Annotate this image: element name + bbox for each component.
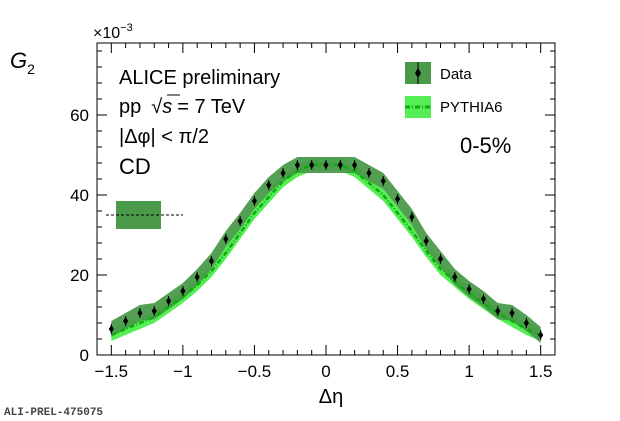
data-point xyxy=(323,161,329,169)
data-point xyxy=(309,161,315,169)
legend-entry-data: Data xyxy=(405,62,472,84)
y-axis-ticks: 0 20 40 60 xyxy=(70,50,555,365)
y-axis-multiplier: ×10−3 xyxy=(93,22,133,42)
legend-pythia-label: PYTHIA6 xyxy=(440,99,503,116)
data-point xyxy=(452,273,458,281)
data-point xyxy=(509,309,515,317)
preliminary-figure-tag: ALI-PREL-475075 xyxy=(4,407,103,419)
series-lines xyxy=(110,162,542,337)
x-tick-label: 1.5 xyxy=(529,362,553,381)
data-point xyxy=(495,307,501,315)
data-point xyxy=(180,287,186,295)
data-point xyxy=(194,273,200,281)
y-tick-label: 20 xyxy=(70,266,89,285)
y-tick-label: 0 xyxy=(80,346,89,365)
data-point xyxy=(251,197,258,205)
x-axis-ticks: −1.5 −1 −0.5 0 0.5 1 1.5 xyxy=(95,43,556,381)
band-pythia6 xyxy=(111,157,541,341)
x-tick-label: 0 xyxy=(321,362,330,381)
data-point xyxy=(137,309,143,317)
annotation-centrality: 0-5% xyxy=(460,133,511,158)
legend: Data PYTHIA6 xyxy=(405,62,503,118)
data-point xyxy=(437,255,444,263)
annotation-delta-phi: |Δφ| < π/2 xyxy=(119,126,209,148)
data-point xyxy=(352,161,358,169)
data-point xyxy=(151,307,157,315)
legend-entry-pythia: PYTHIA6 xyxy=(405,96,503,118)
systematic-uncertainty-box xyxy=(106,201,183,229)
data-point xyxy=(165,297,172,305)
data-point xyxy=(466,285,472,293)
x-tick-label: 1 xyxy=(464,362,473,381)
annotation-alice-preliminary: ALICE preliminary xyxy=(119,67,280,89)
legend-data-marker xyxy=(415,68,421,78)
data-point xyxy=(208,257,215,265)
annotation-energy: pp √s = 7 TeV xyxy=(119,96,246,118)
line-pythia6 xyxy=(110,162,542,337)
band-data xyxy=(111,157,541,343)
y-tick-label: 40 xyxy=(70,186,89,205)
x-tick-label: −1.5 xyxy=(95,362,129,381)
data-point xyxy=(223,235,229,243)
data-point xyxy=(294,161,300,169)
data-point xyxy=(538,331,544,339)
data-point xyxy=(280,169,286,177)
annotation-cd: CD xyxy=(119,154,151,179)
data-point xyxy=(266,181,272,189)
data-point xyxy=(237,217,243,225)
data-point xyxy=(380,177,386,185)
x-tick-label: −1 xyxy=(173,362,192,381)
data-point xyxy=(409,213,415,221)
data-point xyxy=(523,319,529,327)
data-point xyxy=(337,161,343,169)
uncertainty-bands xyxy=(111,157,541,343)
y-axis-label: G2 xyxy=(10,48,35,77)
data-point xyxy=(394,195,401,203)
data-point xyxy=(423,237,429,245)
y-tick-label: 60 xyxy=(70,106,89,125)
x-tick-label: −0.5 xyxy=(238,362,272,381)
data-point xyxy=(108,325,114,333)
data-point xyxy=(123,317,129,325)
x-axis-label: Δη xyxy=(319,386,343,408)
data-point xyxy=(480,295,487,303)
data-point xyxy=(366,169,372,177)
x-tick-label: 0.5 xyxy=(386,362,410,381)
legend-data-label: Data xyxy=(440,66,472,83)
data-markers xyxy=(108,160,544,340)
